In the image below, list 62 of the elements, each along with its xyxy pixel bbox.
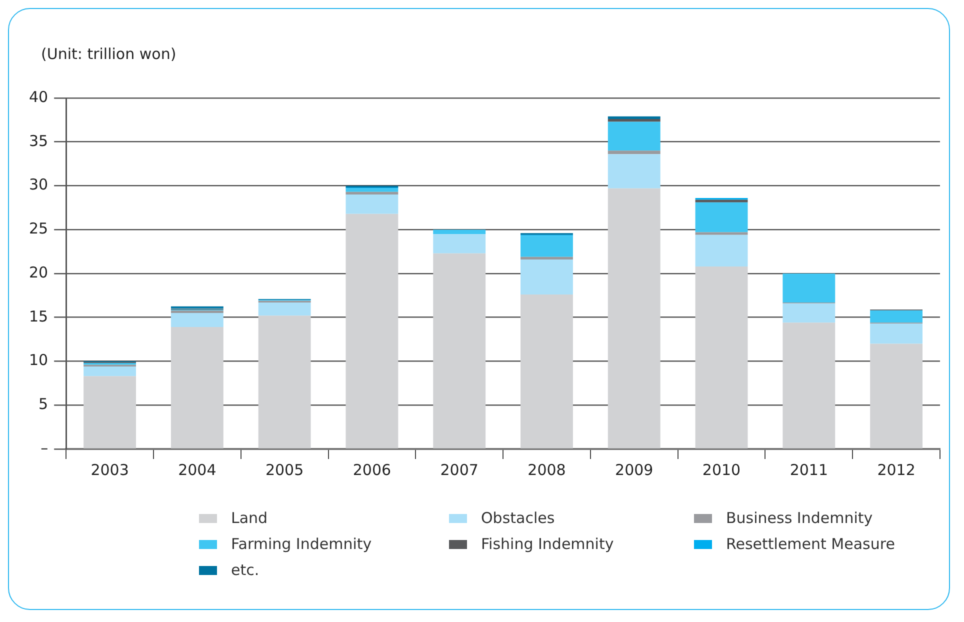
x-tick-label: 2003	[90, 460, 129, 479]
bar	[433, 234, 486, 254]
bar	[433, 230, 486, 234]
bar	[782, 303, 836, 323]
bar	[170, 312, 224, 328]
y-tick-label: 10	[28, 351, 48, 370]
y-tick-label: –	[40, 438, 48, 457]
bar	[84, 366, 136, 376]
x-tick-label: 2004	[178, 460, 216, 479]
bar	[346, 188, 398, 192]
bar	[346, 192, 398, 195]
bar	[433, 253, 486, 448]
y-tick-label: 30	[28, 176, 48, 194]
y-axis-title: (Unit: trillion won)	[41, 45, 176, 63]
legend-label: Obstacles	[481, 509, 555, 527]
legend-label: Business Indemnity	[726, 509, 873, 527]
legend-label: Resettlement Measure	[726, 535, 895, 553]
bar	[608, 188, 660, 448]
x-tick-label: 2010	[702, 460, 741, 479]
x-tick-label: 2012	[877, 460, 916, 479]
bar	[695, 266, 748, 448]
bar	[346, 194, 398, 214]
bar	[258, 316, 311, 448]
y-tick-label: 20	[28, 263, 48, 282]
bar	[258, 302, 311, 316]
bar	[782, 322, 836, 448]
bar	[608, 116, 660, 120]
bar	[870, 324, 923, 344]
bar	[84, 376, 136, 448]
legend-label: Land	[231, 509, 268, 527]
y-tick-label: 25	[28, 220, 48, 238]
bar	[608, 122, 660, 151]
y-tick-label: 40	[28, 88, 48, 106]
bar	[870, 310, 923, 323]
x-tick-label: 2007	[440, 460, 478, 479]
bar	[695, 200, 748, 202]
x-tick-label: 2011	[790, 460, 828, 479]
bar	[608, 150, 660, 154]
bar	[870, 344, 923, 448]
legend-label: etc.	[231, 561, 260, 579]
bar	[520, 259, 573, 295]
bar	[520, 256, 573, 260]
legend-label: Farming Indemnity	[231, 535, 372, 553]
bar	[782, 274, 836, 302]
y-tick-label: 15	[28, 307, 48, 326]
y-tick-label: 35	[28, 132, 48, 150]
bar	[695, 232, 748, 235]
x-tick-label: 2008	[528, 460, 566, 479]
y-tick-label: 5	[38, 395, 48, 414]
bar	[170, 310, 224, 313]
bar	[695, 234, 748, 266]
bar	[346, 214, 398, 448]
bar	[520, 294, 573, 448]
x-tick-label: 2006	[352, 460, 392, 479]
x-tick-label: 2009	[615, 460, 654, 479]
bar	[608, 154, 660, 188]
bar	[695, 202, 748, 232]
bar	[170, 327, 224, 448]
bar	[608, 119, 660, 122]
x-tick-label: 2005	[265, 460, 304, 479]
legend-label: Fishing Indemnity	[481, 535, 614, 553]
bar	[520, 236, 573, 257]
